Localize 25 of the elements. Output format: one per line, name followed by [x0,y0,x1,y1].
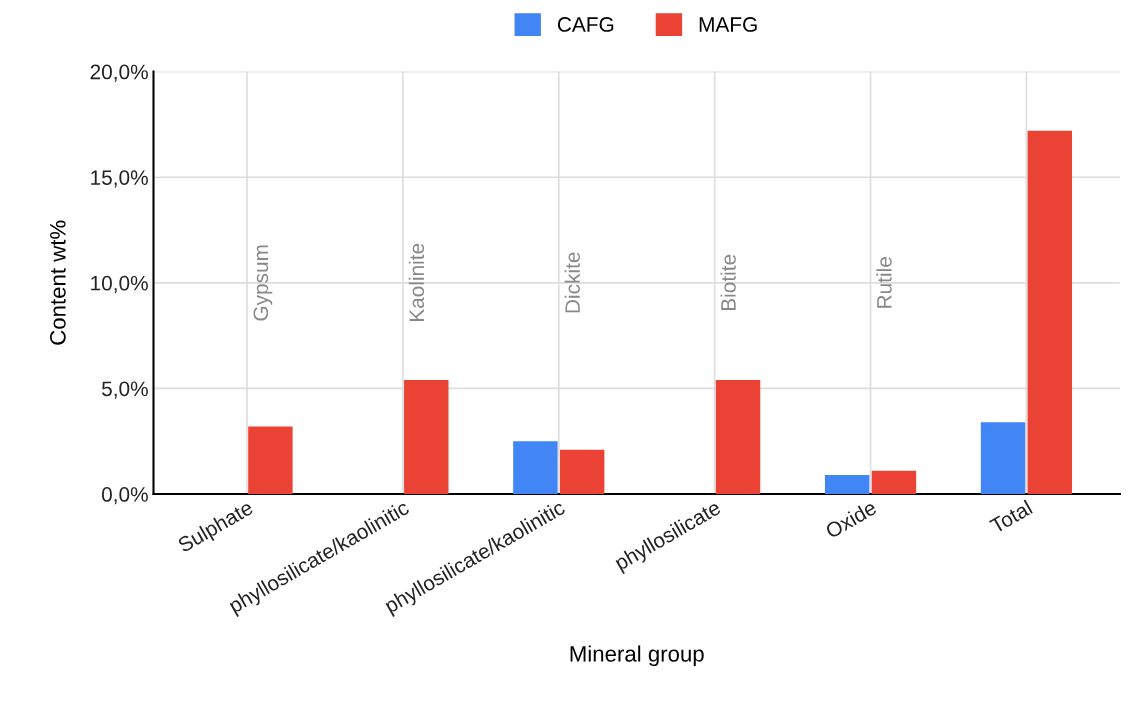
bar [871,470,917,495]
legend-label: CAFG [557,17,614,32]
y-tick-label: 10,0% [91,275,148,294]
bar [1027,130,1073,495]
bar [559,449,605,495]
x-tick-label: Total [988,499,1033,534]
y-tick-label: 0,0% [101,487,148,505]
bar [715,379,761,495]
legend-label: MAFG [699,17,757,32]
y-tick-label: 15,0% [91,170,148,188]
bar [980,422,1026,495]
annotation: Rutile [876,257,892,308]
bar [404,379,449,495]
annotation: Biotite [720,254,736,311]
annotation: Gypsum [253,245,273,321]
x-tick-label: Oxide [824,499,878,539]
y-axis-title: Content wt% [49,220,66,345]
bar [513,441,558,495]
x-axis-title: Mineral group [570,645,704,667]
y-tick-label: 5,0% [101,381,148,399]
annotation: Kaolinite [408,243,425,322]
bar [248,426,293,495]
y-tick-label: 20,0% [90,64,148,82]
annotation: Dickite [564,252,580,313]
bar [824,475,870,495]
